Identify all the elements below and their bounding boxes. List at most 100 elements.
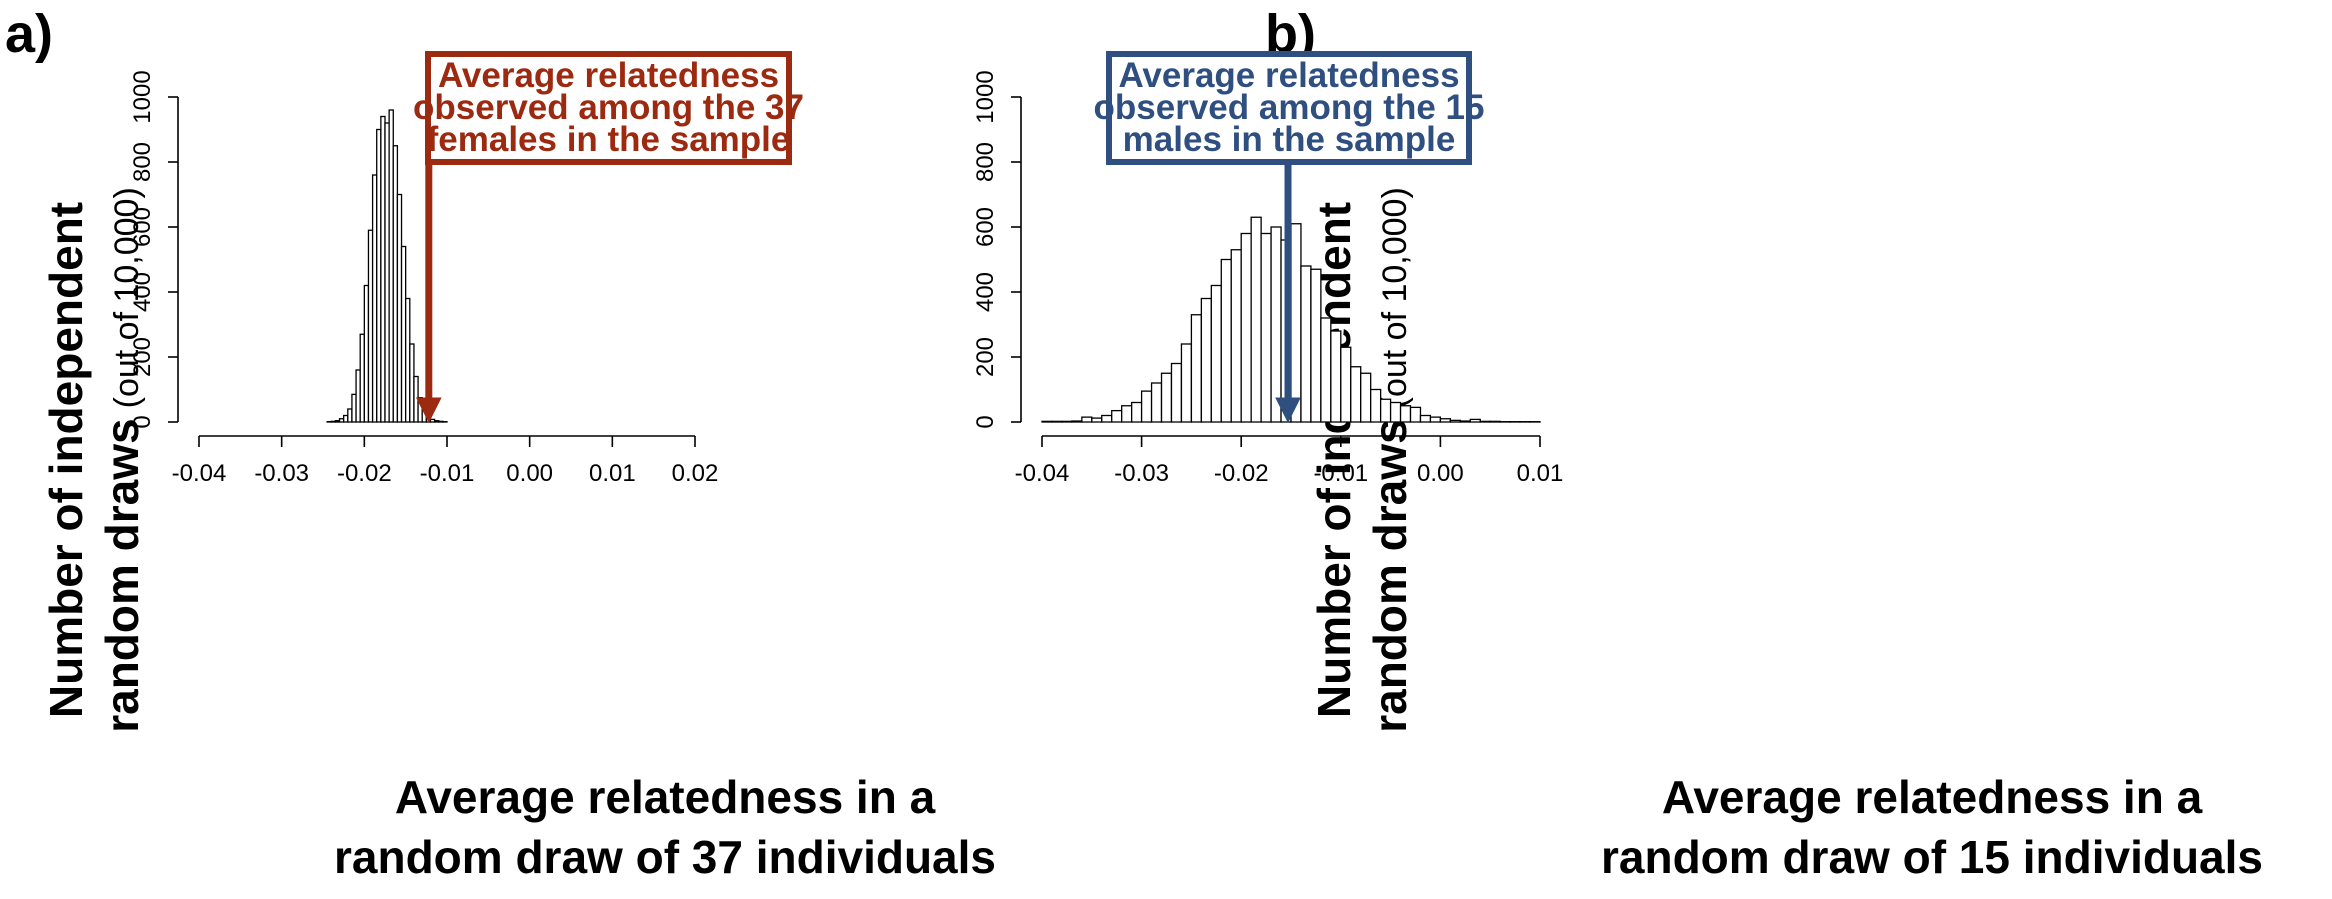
y-axis-label-suffix: (out of 10,000) xyxy=(108,187,146,408)
histogram-bar xyxy=(1489,420,1501,423)
x-axis-label-line1: Average relatedness in a xyxy=(395,771,936,823)
y-axis-label-line1: Number of independent xyxy=(40,202,92,718)
y-axis-label-b: Number of independent random draws(out o… xyxy=(1308,187,1416,733)
histogram-bar xyxy=(1320,317,1332,423)
histogram-bar xyxy=(1121,405,1133,423)
x-tick-label: 0.01 xyxy=(589,460,636,487)
annotation-text-line: Average relatedness xyxy=(438,56,779,95)
annotation-box xyxy=(1106,51,1472,165)
histogram-bar xyxy=(1389,401,1402,423)
y-tick-label: 1000 xyxy=(972,70,999,123)
histogram-bar xyxy=(1340,346,1352,423)
x-tick-label: 0.00 xyxy=(506,460,553,487)
y-axis-label-suffix: (out of 10,000) xyxy=(1376,187,1414,408)
histogram-bar xyxy=(1459,420,1471,423)
annotation-text-line: Average relatedness xyxy=(1118,56,1459,95)
histogram-bar xyxy=(1290,223,1302,423)
histogram-bar xyxy=(1230,249,1242,423)
histogram-bar xyxy=(1190,314,1203,423)
y-tick-label: 200 xyxy=(972,337,999,377)
y-tick-label: 600 xyxy=(129,207,156,247)
panel-a: a) Number of independent random draws (ou… xyxy=(5,4,996,883)
histogram-bar xyxy=(1091,417,1103,423)
y-axis-label-line2-bold: random draws xyxy=(96,418,148,732)
histogram-bar xyxy=(1300,265,1312,423)
histogram-bar xyxy=(1370,388,1382,423)
histogram-bar xyxy=(1469,418,1481,423)
x-tick-label: -0.03 xyxy=(1114,460,1169,487)
histogram-bar xyxy=(1479,420,1491,423)
histogram-bar xyxy=(1310,268,1322,423)
annotation-text-line: males in the sample xyxy=(1123,120,1456,159)
y-tick-label: 0 xyxy=(972,415,999,428)
y-tick-label: 600 xyxy=(972,207,999,247)
x-tick-label: -0.02 xyxy=(337,460,392,487)
histogram-bar xyxy=(1220,258,1232,423)
histogram-bar xyxy=(1061,420,1073,423)
x-tick-label: -0.02 xyxy=(1214,460,1269,487)
y-axis-b: 0 200 400 600 800 1000 xyxy=(972,70,1022,429)
histogram-bar xyxy=(1210,284,1222,423)
x-tick-label: -0.01 xyxy=(1313,460,1368,487)
histogram-bar xyxy=(1111,409,1123,423)
x-tick-label: 0.02 xyxy=(672,460,719,487)
histogram-bars-a xyxy=(326,109,448,423)
y-tick-label: 800 xyxy=(972,142,999,182)
histogram-bar xyxy=(1170,362,1183,423)
histogram-bar xyxy=(1150,382,1163,423)
histogram-bar xyxy=(1071,420,1083,423)
panel-b: b) Number of independent random draws(ou… xyxy=(972,4,2263,883)
histogram-bar xyxy=(1350,366,1362,423)
histogram-bar xyxy=(1130,401,1143,423)
histogram-bar xyxy=(1419,414,1432,423)
y-axis-label-line2: random draws (out of 10,000) xyxy=(96,187,148,733)
x-tick-label: -0.04 xyxy=(1015,460,1070,487)
annotation-arrow-head xyxy=(1275,397,1301,424)
y-axis-label-a: Number of independent random draws (out o… xyxy=(40,187,148,733)
y-tick-label: 400 xyxy=(972,272,999,312)
y-axis-a: 0 200 400 600 800 1000 xyxy=(129,70,179,429)
x-axis-label-line1: Average relatedness in a xyxy=(1662,771,2203,823)
x-tick-label: 0.00 xyxy=(1417,460,1464,487)
histogram-bar xyxy=(1409,406,1422,423)
annotation-text-line: females in the sample xyxy=(427,120,791,159)
y-tick-label: 400 xyxy=(129,272,156,312)
y-tick-label: 1000 xyxy=(129,70,156,123)
histogram-bar xyxy=(1101,414,1113,423)
histogram-bar xyxy=(1379,398,1392,423)
histogram-bar xyxy=(1041,420,1053,423)
x-axis-label-line2: random draw of 37 individuals xyxy=(334,831,996,883)
x-axis-a: -0.04 -0.03 -0.02 -0.01 0.00 0.01 0.02 xyxy=(172,435,719,487)
x-tick-label: -0.01 xyxy=(420,460,475,487)
histogram-bar xyxy=(1051,420,1063,423)
histogram-bar xyxy=(1270,226,1282,423)
histogram-bar xyxy=(1081,416,1093,423)
histogram-bar xyxy=(1360,372,1372,423)
x-tick-label: -0.04 xyxy=(172,460,227,487)
histogram-bar xyxy=(1429,416,1442,423)
histogram-bar xyxy=(1260,232,1272,423)
histogram-bar xyxy=(1240,232,1252,423)
x-tick-label: 0.01 xyxy=(1517,460,1564,487)
annotation-text-line: observed among the 15 xyxy=(1094,88,1485,127)
x-axis-label-line2: random draw of 15 individuals xyxy=(1601,831,2263,883)
histogram-bars-b xyxy=(1041,216,1541,423)
x-tick-label: -0.03 xyxy=(254,460,309,487)
annotation-text-line: observed among the 37 xyxy=(413,88,804,127)
histogram-bar xyxy=(1160,372,1173,423)
y-axis-label-line2-bold: random draws xyxy=(1364,418,1416,732)
annotation-box xyxy=(425,51,792,165)
histogram-bar xyxy=(1330,330,1342,423)
histogram-bar xyxy=(1449,419,1461,423)
histogram-bar xyxy=(1399,405,1412,423)
y-axis-label-line2: random draws (out of 10,000) xyxy=(1364,187,1416,733)
histogram-bar xyxy=(1180,343,1193,423)
y-tick-label: 200 xyxy=(129,337,156,377)
histogram-bar xyxy=(1200,297,1212,423)
histogram-bar xyxy=(1140,390,1153,423)
y-tick-label: 800 xyxy=(129,142,156,182)
panel-label-a: a) xyxy=(5,4,53,64)
